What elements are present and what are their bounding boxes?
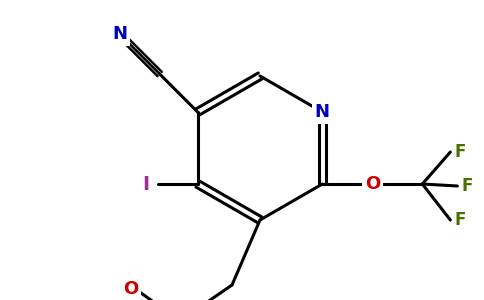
Text: F: F <box>454 143 466 161</box>
Text: N: N <box>112 25 127 43</box>
Text: O: O <box>123 280 138 298</box>
Text: F: F <box>454 211 466 229</box>
Text: I: I <box>142 175 149 194</box>
Text: N: N <box>315 103 330 121</box>
Text: O: O <box>365 175 380 193</box>
Text: F: F <box>462 177 473 195</box>
